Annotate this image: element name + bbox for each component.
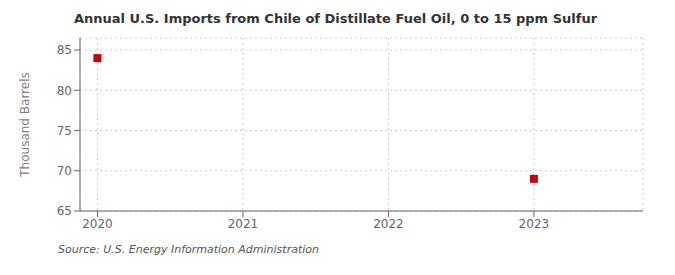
svg-text:2023: 2023 <box>519 217 550 231</box>
svg-text:85: 85 <box>57 43 72 57</box>
svg-text:2022: 2022 <box>373 217 404 231</box>
svg-text:65: 65 <box>57 204 72 218</box>
html-text:Annual U.S. Imports from Chile: Annual U.S. Imports from Chile of Distil… <box>73 11 598 26</box>
svg-text:80: 80 <box>57 84 72 98</box>
svg-text:75: 75 <box>57 124 72 138</box>
html-text:Source: U.S. Energy Informatio: Source: U.S. Energy Information Administ… <box>58 243 319 256</box>
svg-text:2020: 2020 <box>82 217 113 231</box>
svg-text:70: 70 <box>57 164 72 178</box>
svg-text:Thousand Barrels: Thousand Barrels <box>18 72 32 177</box>
svg-text:2021: 2021 <box>228 217 259 231</box>
